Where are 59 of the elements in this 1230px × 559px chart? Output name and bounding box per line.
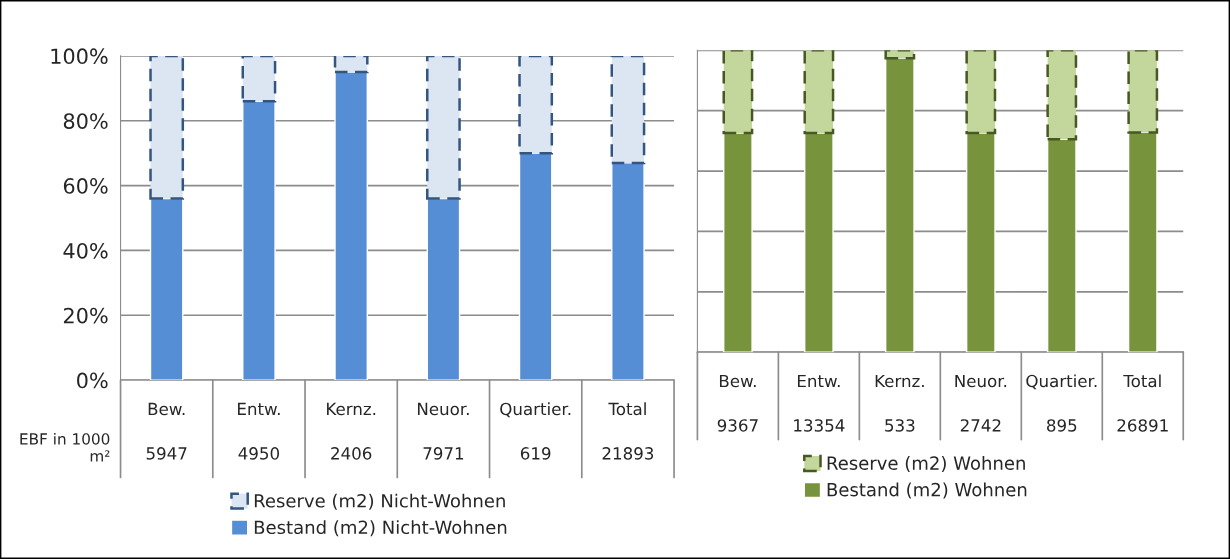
text: 4950: [238, 447, 280, 460]
bar: [723, 132, 753, 353]
text: 2406: [331, 447, 372, 460]
text: 5947: [146, 447, 187, 460]
text: 619: [520, 447, 551, 460]
x-tick-label: Bew.: [148, 402, 185, 416]
text: 895: [1047, 419, 1077, 432]
x-tick-label: Kernz.: [327, 402, 376, 416]
x-tick-label: Kernz.: [875, 374, 924, 388]
bar: [242, 100, 276, 381]
legend-label: Bestand (m2) Nicht-Wohnen: [254, 520, 507, 537]
text: 9367: [717, 419, 758, 432]
bar: [333, 55, 369, 74]
y-tick-label: 80%: [63, 113, 108, 129]
bar: [722, 50, 754, 135]
bar: [1046, 138, 1077, 353]
bar: [149, 55, 185, 200]
bar: [884, 50, 916, 60]
bar: [149, 197, 184, 381]
text: 7971: [423, 447, 464, 460]
legend-label: Reserve (m2) Wohnen: [827, 455, 1025, 473]
bar: [518, 152, 553, 381]
text: 533: [885, 419, 915, 432]
x-tick-label: Quartier.: [500, 402, 571, 418]
bar: [610, 55, 646, 165]
bar: [241, 55, 277, 103]
bar: [803, 50, 835, 135]
x-tick-label: Neuor.: [955, 374, 1007, 388]
x-tick-label: Entw.: [797, 374, 840, 388]
bar: [518, 55, 554, 155]
y-tick-label: 60%: [63, 178, 108, 194]
bar: [426, 197, 461, 381]
bar: [804, 132, 834, 353]
bar: [611, 162, 645, 381]
x-tick-label: Bew.: [719, 374, 756, 388]
y-tick-label: 40%: [63, 242, 108, 259]
x-tick-label: Total: [608, 402, 646, 416]
bar: [1046, 50, 1078, 141]
text: 13354: [794, 419, 845, 432]
y-tick-label: 0%: [77, 372, 108, 389]
text: 21893: [602, 447, 654, 460]
x-tick-label: Total: [1123, 374, 1161, 388]
bar: [965, 132, 996, 353]
bar: [1127, 50, 1159, 134]
x-tick-label: Quartier.: [1026, 374, 1097, 390]
bar: [884, 57, 915, 353]
y-tick-label: 100%: [51, 48, 108, 65]
y-tick-label: 20%: [63, 307, 108, 324]
legend-label: Bestand (m2) Wohnen: [827, 482, 1027, 499]
bar: [334, 71, 369, 381]
bar: [426, 55, 461, 200]
legend-label: Reserve (m2) Nicht-Wohnen: [254, 493, 505, 510]
text: 2742: [960, 419, 1001, 432]
text: 26891: [1117, 419, 1168, 432]
bar: [965, 50, 997, 135]
x-tick-label: Entw.: [238, 402, 280, 416]
text: EBF in 1000 m²: [20, 432, 110, 462]
bar: [1127, 131, 1158, 353]
x-tick-label: Neuor.: [417, 402, 469, 416]
